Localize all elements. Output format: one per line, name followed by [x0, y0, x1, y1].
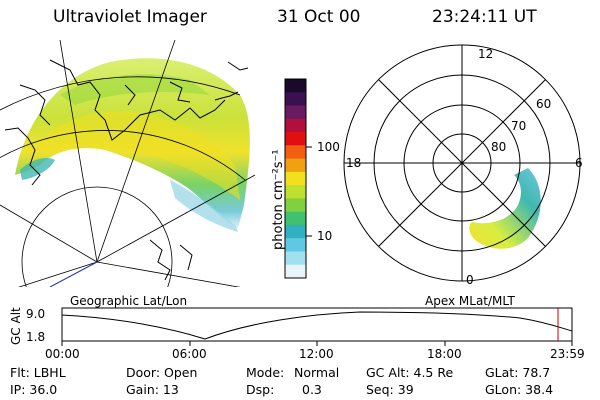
colorbar-cell [285, 145, 306, 160]
colorbar-tick-10: 10 [317, 229, 333, 243]
time-tick-1800: 18:00 [427, 347, 462, 361]
gc-alt-info: GC Alt: 4.5 Re [366, 365, 454, 380]
altitude-strip-chart [61, 307, 573, 346]
image-date: 31 Oct 00 [277, 7, 361, 27]
mlat-label-70: 70 [511, 119, 527, 133]
glat-info: GLat: 78.7 [485, 365, 551, 380]
colorbar-cell [285, 264, 306, 279]
colorbar-cell [285, 79, 306, 93]
geographic-projection-label: Geographic Lat/Lon [70, 294, 188, 308]
seq-info: Seq: 39 [366, 382, 414, 397]
colorbar [284, 78, 312, 279]
time-tick-0600: 06:00 [172, 347, 207, 361]
colorbar-cell [285, 224, 306, 239]
colorbar-cell [285, 105, 306, 120]
altitude-series-line [61, 311, 573, 340]
altitude-max-label: 9.0 [26, 307, 46, 321]
colorbar-tick-100: 100 [317, 140, 340, 154]
polar-mlt-plot [343, 44, 581, 282]
time-tick-1200: 12:00 [299, 347, 334, 361]
colorbar-cell [285, 158, 306, 173]
ip-info: IP: 36.0 [10, 382, 58, 397]
colorbar-cell [285, 238, 306, 252]
time-tick-0000: 00:00 [45, 347, 80, 361]
colorbar-cell [285, 171, 306, 186]
colorbar-unit-label: photon cm⁻²s⁻¹ [271, 149, 286, 250]
dsp-value: 0.3 [302, 382, 322, 397]
apex-projection-label: Apex MLat/MLT [425, 294, 515, 308]
geographic-image-panel [0, 39, 255, 287]
colorbar-cell [285, 211, 306, 226]
colorbar-cell [285, 185, 306, 199]
altitude-axis-label: GC Alt [9, 307, 23, 345]
filter-info: Flt: LBHL [10, 365, 66, 380]
auroral-oval [469, 168, 541, 249]
image-time: 23:24:11 UT [432, 7, 537, 27]
mlat-label-80: 80 [491, 140, 507, 154]
altitude-min-label: 1.8 [26, 330, 46, 344]
mode-value: Normal [294, 365, 340, 380]
gain-info: Gain: 13 [126, 382, 179, 397]
mlt-label-0: 0 [466, 273, 474, 287]
mlt-label-18: 18 [346, 156, 362, 170]
instrument-title: Ultraviolet Imager [53, 7, 207, 27]
colorbar-cell [285, 251, 306, 266]
door-info: Door: Open [126, 365, 198, 380]
dsp-label: Dsp: [246, 382, 275, 397]
mlt-label-12: 12 [478, 47, 494, 61]
colorbar-cell [285, 132, 306, 146]
mlat-label-60: 60 [536, 97, 552, 111]
colorbar-cell [285, 92, 306, 107]
colorbar-cell [285, 118, 306, 133]
mode-label: Mode: [246, 365, 285, 380]
mlt-label-6: 6 [575, 156, 583, 170]
glon-info: GLon: 38.4 [485, 382, 554, 397]
colorbar-cell [285, 198, 306, 213]
time-tick-2359: 23:59 [550, 347, 585, 361]
